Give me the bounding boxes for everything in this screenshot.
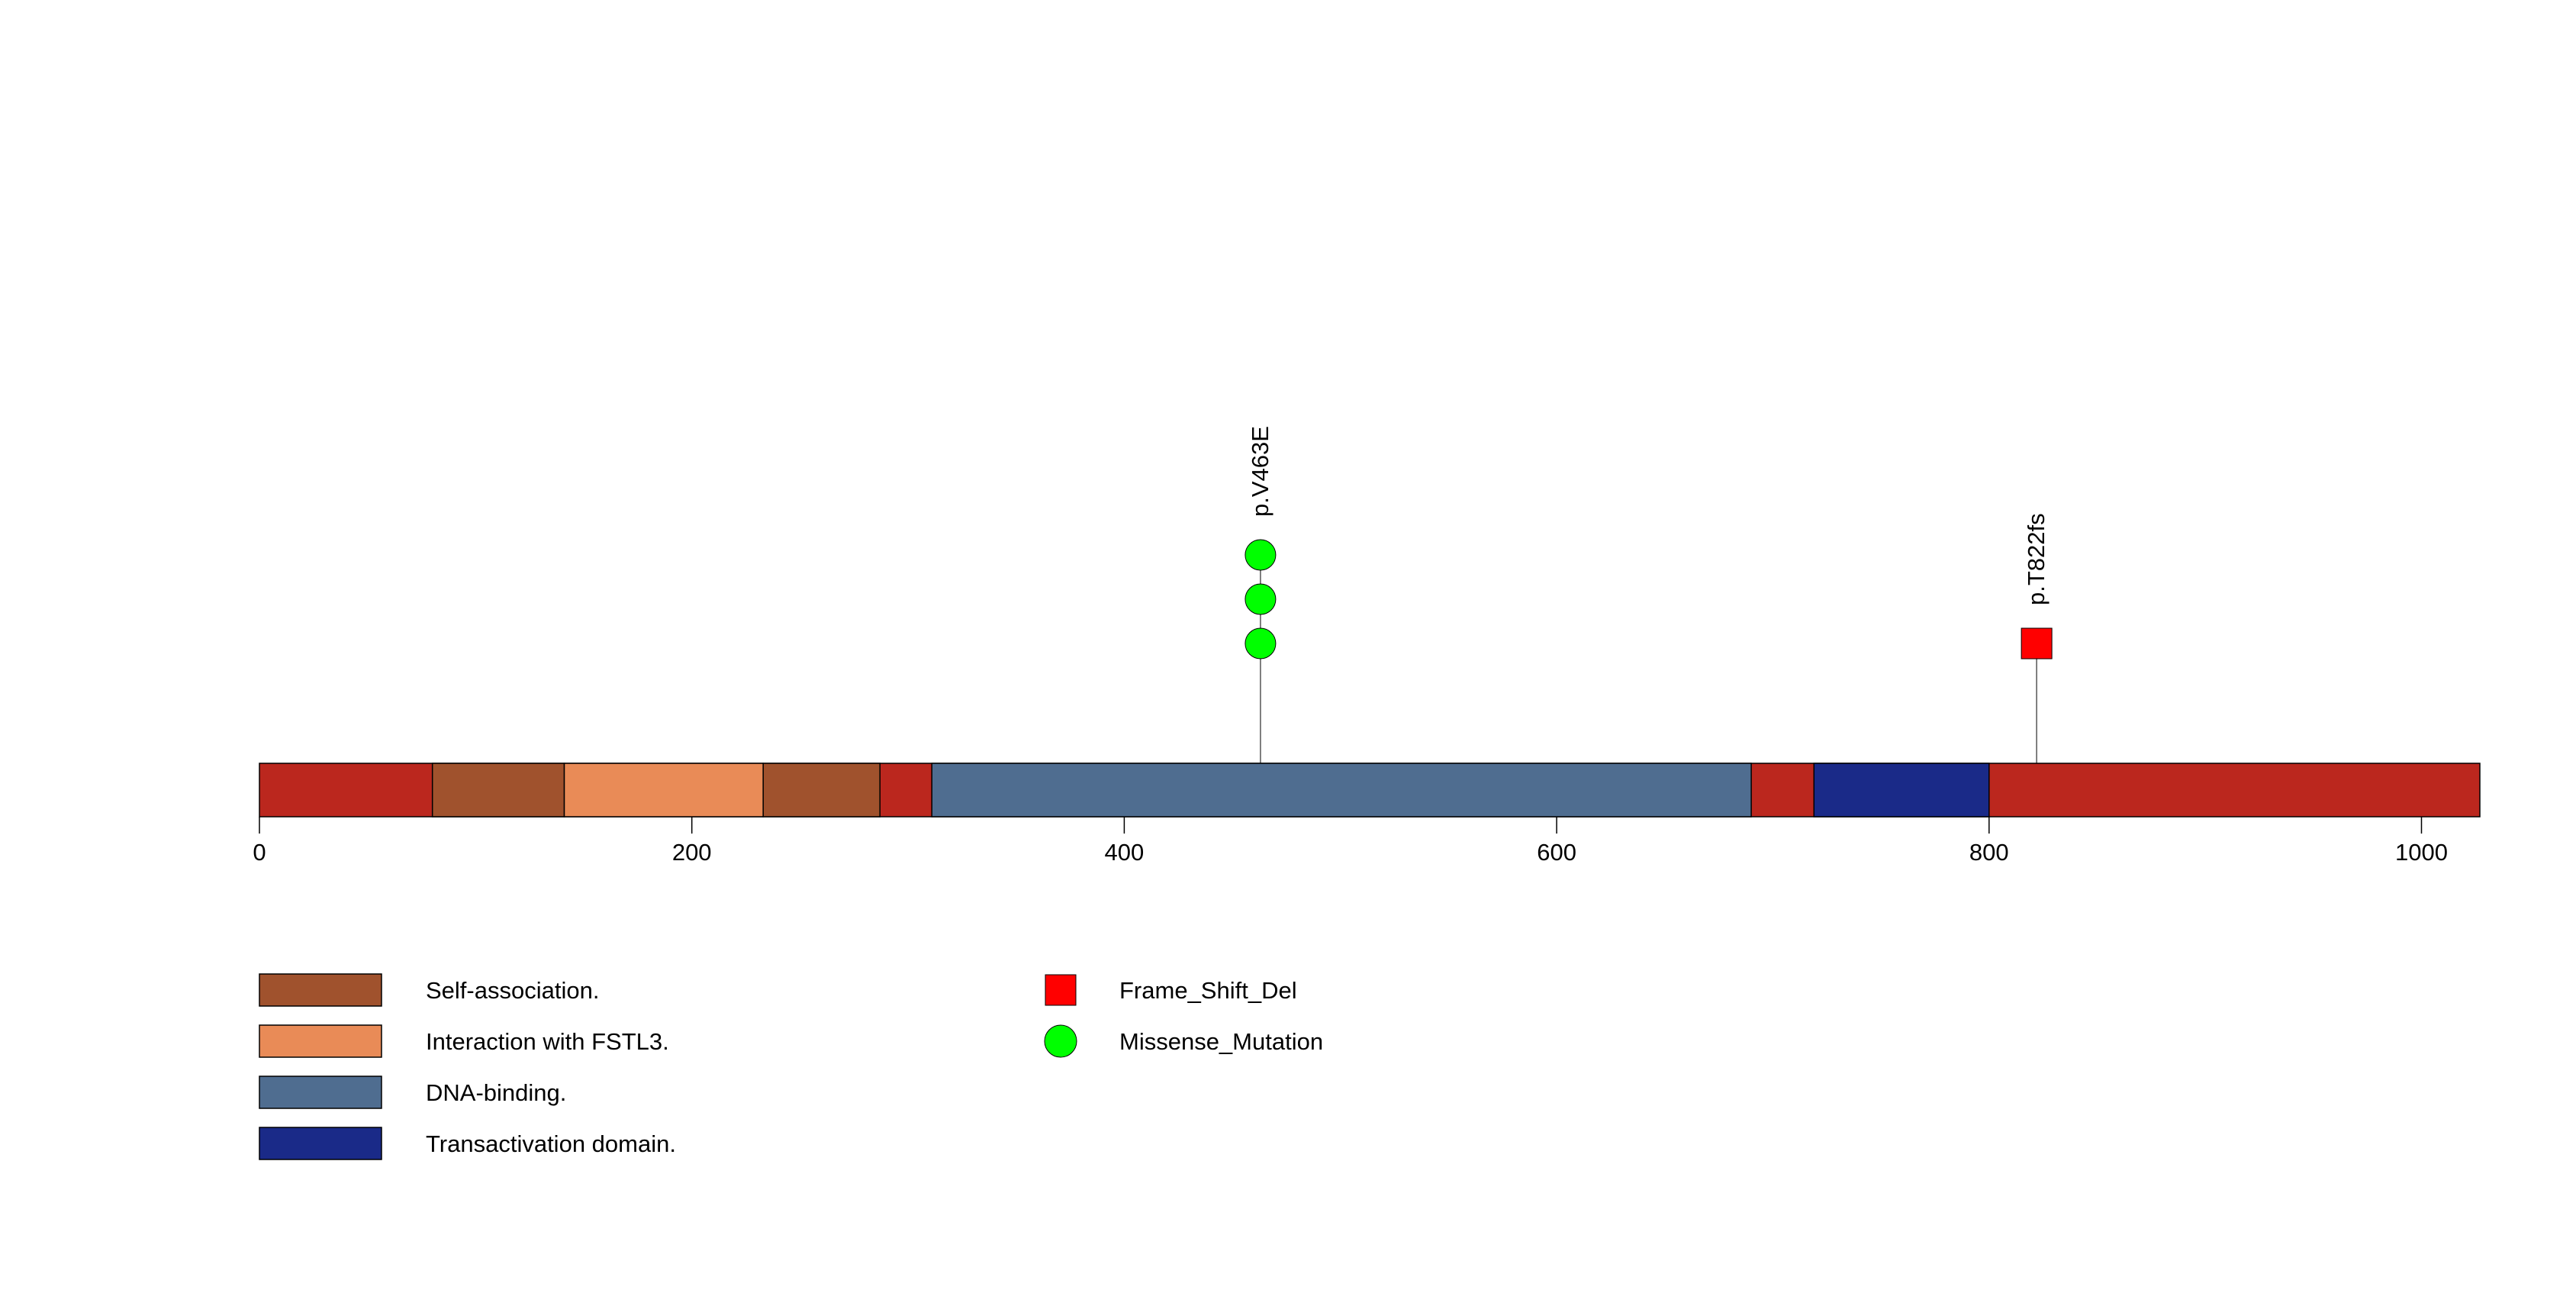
legend-label: Self-association. — [426, 977, 599, 1004]
legend-label: Frame_Shift_Del — [1119, 977, 1297, 1004]
domain-3 — [931, 763, 1752, 818]
x-tick-label: 400 — [1105, 839, 1145, 866]
mutation-marker — [1245, 583, 1277, 615]
protein-track — [259, 763, 2481, 818]
mutation-label-0: p.V463E — [1247, 426, 1274, 517]
legend-label: Transactivation domain. — [426, 1130, 676, 1157]
x-tick-label: 600 — [1537, 839, 1576, 866]
legend-swatch — [259, 973, 382, 1007]
legend-marker — [1044, 1024, 1077, 1058]
legend-label: DNA-binding. — [426, 1079, 566, 1106]
domain-0 — [431, 763, 565, 818]
domain-4 — [1813, 763, 1990, 818]
legend: Self-association. Interaction with FSTL3.… — [259, 973, 1323, 1160]
mutation-label-1: p.T822fs — [2023, 513, 2050, 605]
x-tick-label: 1000 — [2395, 839, 2448, 866]
domain-2 — [762, 763, 881, 818]
legend-swatch — [259, 1024, 382, 1058]
legend-label: Missense_Mutation — [1119, 1028, 1323, 1055]
mutation-marker — [2021, 627, 2053, 660]
x-tick-label: 200 — [672, 839, 712, 866]
mutation-marker — [1245, 539, 1277, 571]
domain-1 — [563, 763, 764, 818]
legend-marker — [1045, 974, 1077, 1006]
x-tick-label: 800 — [1969, 839, 2009, 866]
mutation-marker — [1245, 627, 1277, 660]
x-axis: 0 200 400 600 800 1000 — [253, 817, 2448, 866]
x-tick-label: 0 — [253, 839, 266, 866]
legend-label: Interaction with FSTL3. — [426, 1028, 669, 1055]
legend-swatch — [259, 1076, 382, 1109]
legend-swatch — [259, 1127, 382, 1160]
mutation-labels: p.V463E p.T822fs — [1247, 426, 2050, 605]
mutation-markers — [1245, 539, 2053, 660]
